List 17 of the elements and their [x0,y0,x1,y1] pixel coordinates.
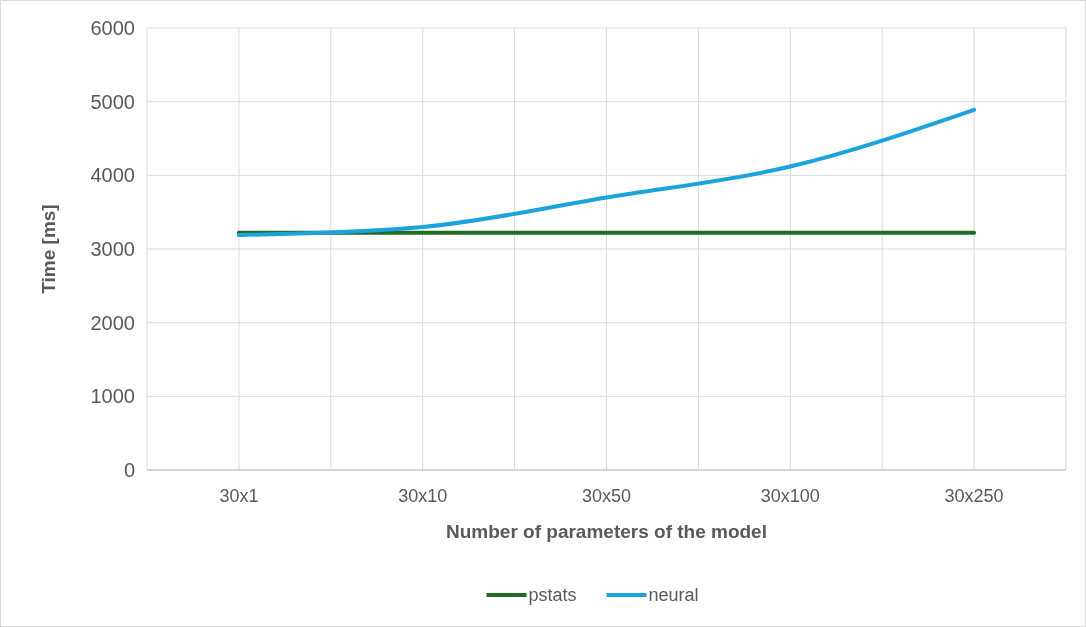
x-tick-label: 30x250 [944,486,1004,506]
y-tick-label: 2000 [90,311,135,334]
legend-label: pstats [528,585,577,606]
x-tick-label: 30x100 [760,486,820,506]
x-tick-label: 30x1 [219,486,259,506]
y-axis-title: Time [ms] [38,204,59,294]
y-tick-label: 5000 [90,90,135,113]
x-axis-title: Number of parameters of the model [446,521,767,542]
x-tick-label: 30x10 [398,486,448,506]
y-tick-label: 6000 [90,17,135,39]
y-tick-label: 3000 [90,238,135,260]
legend-label: neural [648,585,699,606]
y-tick-label: 1000 [90,385,135,408]
x-tick-label: 30x50 [581,486,632,506]
y-tick-label: 0 [123,459,135,481]
line-series [236,107,977,237]
y-tick-label: 4000 [90,164,135,187]
